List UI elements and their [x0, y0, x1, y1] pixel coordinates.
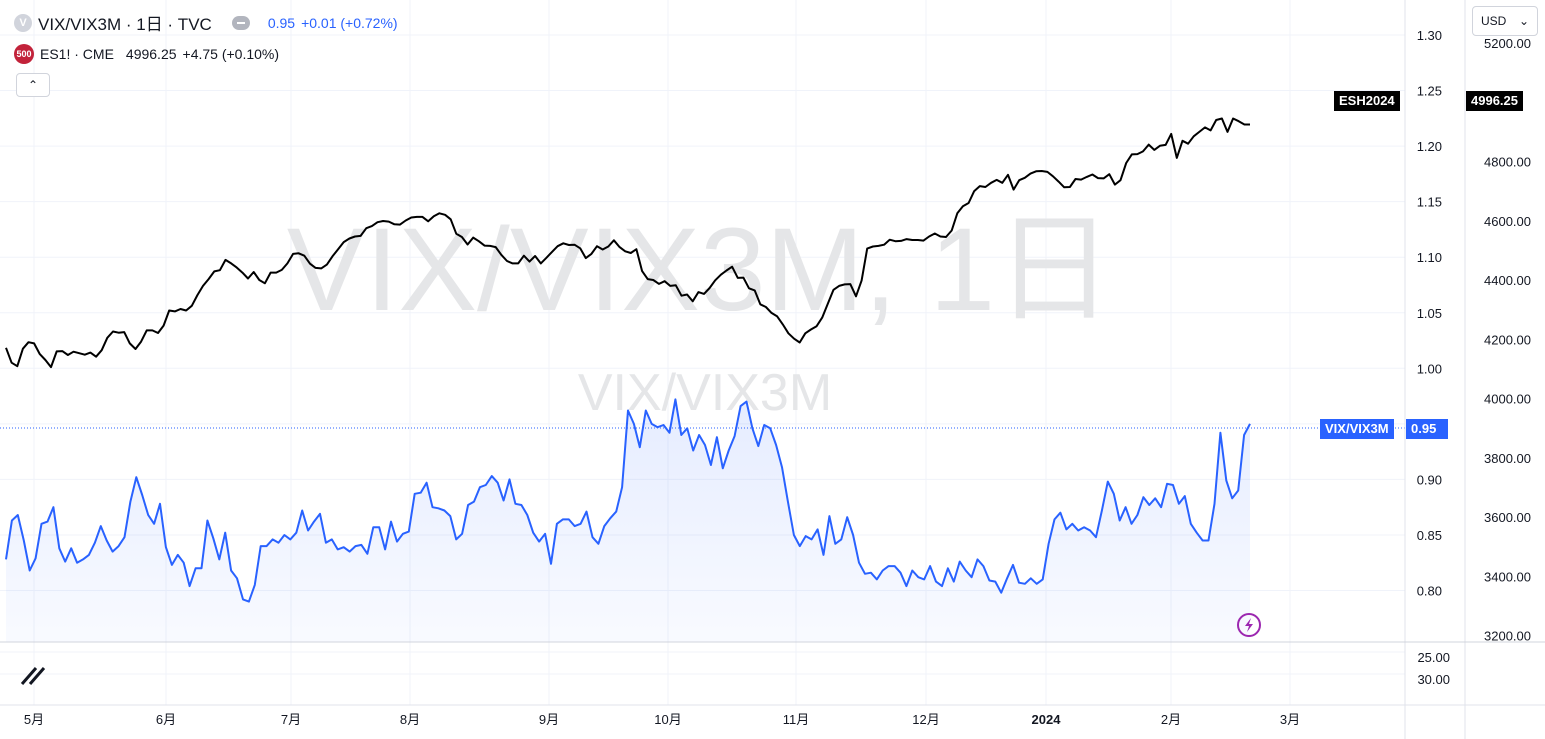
vix-series-line: [5, 398, 1251, 603]
main-symbol-legend: V VIX/VIX3M · 1日 · TVC 0.95 +0.01 (+0.72…: [14, 10, 398, 35]
left-axis-tick-label: 1.30: [1417, 28, 1442, 43]
right-axis-tick-label: 3600.00: [1484, 510, 1531, 525]
main-change: +0.01 (+0.72%): [301, 14, 398, 31]
time-tick-label: 8月: [400, 712, 420, 727]
time-tick-label: 7月: [281, 712, 301, 727]
watermark-small: VIX/VIX3M: [578, 364, 832, 422]
vix-symbol-icon: V: [14, 13, 32, 32]
sub-pane-indicator-line: [20, 667, 46, 685]
time-tick-label: 6月: [156, 712, 176, 727]
time-tick-label: 2024: [1032, 712, 1062, 727]
time-tick-label: 3月: [1280, 712, 1300, 727]
left-axis-tick-label: 1.15: [1417, 195, 1442, 210]
left-axis-tick-label: 1.25: [1417, 84, 1442, 99]
currency-label: USD: [1481, 14, 1507, 28]
watermark-large: VIX/VIX3M, 1日: [287, 204, 1113, 336]
left-axis-tick-label: 0.90: [1417, 472, 1442, 487]
sub-pane-tick-label: 25.00: [1417, 650, 1450, 665]
second-symbol-legend: 500 ES1! · CME 4996.25 +4.75 (+0.10%): [14, 44, 279, 64]
vix-symbol-tag: VIX/VIX3M: [1320, 419, 1394, 439]
chevron-down-icon: ⌄: [1518, 14, 1529, 28]
left-axis-tick-label: 1.10: [1417, 250, 1442, 265]
second-symbol-title[interactable]: ES1! · CME: [40, 46, 114, 62]
right-axis-tick-label: 3200.00: [1484, 629, 1531, 644]
es-symbol-tag: ESH2024: [1334, 91, 1400, 111]
right-axis-tick-label: 4200.00: [1484, 332, 1531, 347]
right-axis-tick-label: 4800.00: [1484, 155, 1531, 170]
plot-area: [5, 117, 1251, 642]
right-axis-tick-label: 4600.00: [1484, 214, 1531, 229]
time-tick-label: 5月: [24, 712, 44, 727]
time-tick-label: 11月: [783, 712, 810, 727]
second-price: 4996.25: [125, 46, 177, 62]
sub-pane-tick-label: 30.00: [1417, 672, 1450, 687]
chevron-up-icon: ⌃: [27, 78, 39, 92]
left-axis-tick-label: 1.00: [1417, 361, 1442, 376]
currency-select[interactable]: USD ⌄: [1472, 6, 1538, 36]
vix-area-fill: [6, 399, 1250, 642]
es-series-line: [5, 117, 1250, 369]
right-axis-tick-label: 4400.00: [1484, 273, 1531, 288]
axes: 5月 6月 7月 8月 9月 10月 11月 12月 2024 2月 3月 1.30 1.25 1.20 1…: [24, 28, 1531, 727]
time-tick-label: 2月: [1161, 712, 1181, 727]
main-symbol-title[interactable]: VIX/VIX3M · 1日 · TVC: [38, 15, 212, 34]
hide-icon[interactable]: [231, 15, 250, 30]
time-tick-label: 9月: [539, 712, 559, 727]
lightning-bolt-icon[interactable]: [1237, 613, 1261, 637]
right-axis-tick-label: 3400.00: [1484, 569, 1531, 584]
left-axis-tick-label: 0.85: [1417, 528, 1442, 543]
time-tick-label: 12月: [912, 712, 939, 727]
es-price-tag: 4996.25: [1466, 91, 1523, 111]
right-axis-tick-label: 3800.00: [1484, 451, 1531, 466]
right-axis-tick-label: 5200.00: [1484, 36, 1531, 51]
sp500-symbol-icon: 500: [14, 44, 34, 64]
left-axis-tick-label: 0.80: [1417, 584, 1442, 599]
right-axis-tick-label: 4000.00: [1484, 392, 1531, 407]
vix-price-tag: 0.95: [1406, 419, 1448, 439]
second-change: +4.75 (+0.10%): [182, 46, 280, 62]
left-axis-tick-label: 1.20: [1417, 139, 1442, 154]
main-price: 0.95: [267, 14, 296, 31]
left-axis-tick-label: 1.05: [1417, 306, 1442, 321]
collapse-legend-button[interactable]: ⌃: [16, 73, 50, 97]
time-tick-label: 10月: [654, 712, 681, 727]
